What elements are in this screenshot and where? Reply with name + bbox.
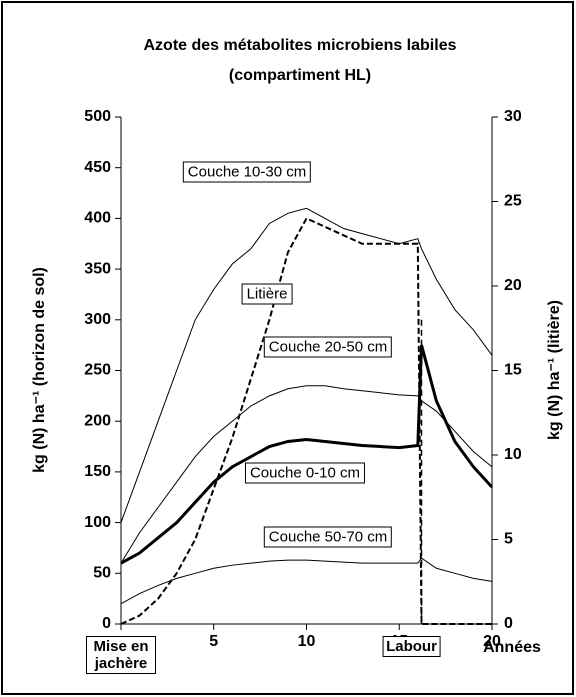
y2-tick-label: 30 — [504, 108, 522, 125]
y2-axis-label: kg (N) ha⁻¹ (litière) — [546, 300, 563, 440]
y-tick-label: 100 — [84, 514, 111, 531]
y2-tick-label: 10 — [504, 446, 522, 463]
series-label: Litière — [241, 283, 293, 305]
annotation: Labour — [382, 636, 441, 657]
series-line — [120, 557, 493, 605]
x-tick-label: 5 — [209, 633, 218, 650]
y2-tick-label: 0 — [504, 615, 513, 632]
series-label: Couche 20-50 cm — [263, 336, 393, 358]
series-label: Couche 10-30 cm — [182, 161, 312, 183]
y2-tick-label: 20 — [504, 277, 522, 294]
chart-title: Azote des métabolites microbiens labiles — [144, 37, 457, 54]
chart-subtitle: (compartiment HL) — [229, 67, 371, 84]
y-tick-label: 450 — [84, 159, 111, 176]
series-line — [120, 385, 493, 564]
series-label: Couche 50-70 cm — [263, 526, 393, 548]
y-tick-label: 250 — [84, 362, 111, 379]
y-tick-label: 50 — [93, 565, 111, 582]
series-line — [120, 344, 494, 565]
y-tick-label: 500 — [84, 108, 111, 125]
y2-tick-label: 15 — [504, 362, 522, 379]
y-tick-label: 350 — [84, 260, 111, 277]
x-tick-label: 20 — [483, 633, 501, 650]
y-tick-label: 400 — [84, 210, 111, 227]
y-tick-label: 200 — [84, 412, 111, 429]
y2-tick-label: 25 — [504, 193, 522, 210]
y2-tick-label: 5 — [504, 531, 513, 548]
series-line — [120, 207, 493, 523]
y-tick-label: 300 — [84, 311, 111, 328]
y-tick-label: 150 — [84, 463, 111, 480]
y-axis-label: kg (N) ha⁻¹ (horizon de sol) — [31, 267, 48, 473]
series-label: Couche 0-10 cm — [244, 462, 366, 484]
x-axis-label: Années — [483, 639, 541, 656]
x-tick-label: Mise en jachère — [86, 636, 156, 674]
y-tick-label: 0 — [102, 615, 111, 632]
x-tick-label: 10 — [298, 633, 316, 650]
